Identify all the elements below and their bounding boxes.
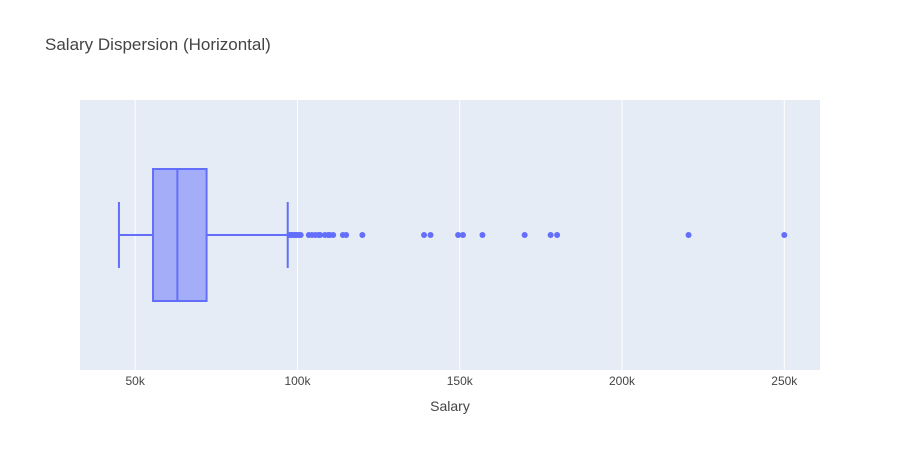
x-tick-label: 150k bbox=[447, 374, 474, 388]
outlier-point bbox=[521, 232, 528, 238]
x-axis-ticks: 50k 100k 150k 200k 250k bbox=[125, 374, 798, 388]
outlier-point bbox=[685, 232, 692, 238]
outlier-point bbox=[359, 232, 366, 238]
outlier-point bbox=[427, 232, 434, 238]
x-axis-title: Salary bbox=[430, 398, 470, 414]
outlier-point bbox=[421, 232, 428, 238]
iqr-box bbox=[152, 168, 208, 302]
outlier-point bbox=[330, 232, 337, 238]
outlier-point bbox=[547, 232, 554, 238]
x-tick-label: 250k bbox=[771, 374, 798, 388]
outlier-point bbox=[479, 232, 486, 238]
x-tick-label: 50k bbox=[125, 374, 145, 388]
outlier-point bbox=[343, 232, 350, 238]
x-tick-label: 100k bbox=[284, 374, 311, 388]
outlier-point bbox=[317, 232, 324, 238]
outlier-point bbox=[554, 232, 561, 238]
chart-title: Salary Dispersion (Horizontal) bbox=[45, 35, 271, 54]
x-tick-label: 200k bbox=[609, 374, 636, 388]
outlier-points bbox=[286, 232, 788, 238]
box-trace bbox=[117, 168, 289, 302]
outlier-point bbox=[781, 232, 788, 238]
outlier-point bbox=[455, 232, 462, 238]
outlier-point bbox=[459, 232, 466, 238]
outlier-point bbox=[297, 232, 304, 238]
